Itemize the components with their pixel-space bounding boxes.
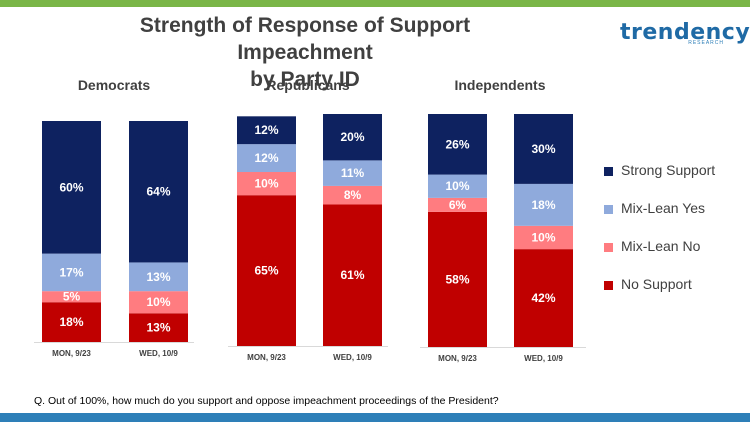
- survey-question-footnote: Q. Out of 100%, how much do you support …: [34, 395, 499, 407]
- data-label-democrats-1-mix-lean-no: 5%: [63, 290, 81, 304]
- bar-segment-democrats-1-no-support: [42, 302, 101, 342]
- data-label-independents-2-strong-support: 30%: [531, 142, 555, 156]
- data-label-independents-2-mix-lean-yes: 18%: [531, 198, 555, 212]
- data-label-independents-2-mix-lean-no: 10%: [531, 230, 555, 244]
- data-label-republicans-2-mix-lean-no: 8%: [344, 188, 362, 202]
- legend-swatch-strong-support: [604, 167, 613, 176]
- bar-segment-republicans-1-strong-support: [237, 116, 296, 145]
- data-label-republicans-1-mix-lean-yes: 12%: [254, 151, 278, 165]
- data-label-republicans-1-strong-support: 12%: [254, 123, 278, 137]
- bar-segment-republicans-1-mix-lean-yes: [237, 144, 296, 172]
- data-label-independents-1-mix-lean-no: 6%: [449, 198, 467, 212]
- group-title-democrats: Democrats: [77, 77, 151, 93]
- data-label-democrats-2-mix-lean-yes: 13%: [146, 270, 170, 284]
- bar-segment-democrats-1-strong-support: [42, 121, 101, 254]
- data-label-democrats-2-strong-support: 64%: [146, 185, 170, 199]
- data-label-republicans-1-no-support: 65%: [254, 264, 278, 278]
- data-label-republicans-2-mix-lean-yes: 11%: [341, 166, 365, 180]
- bar-segment-independents-2-mix-lean-yes: [514, 183, 573, 226]
- bar-segment-republicans-1-no-support: [237, 195, 296, 346]
- bar-segment-republicans-2-mix-lean-no: [323, 185, 382, 205]
- x-tick-label-republicans-2: WED, 10/9: [333, 353, 372, 362]
- data-label-democrats-1-strong-support: 60%: [59, 180, 83, 194]
- data-label-democrats-2-no-support: 13%: [146, 321, 170, 335]
- bar-segment-independents-2-mix-lean-no: [514, 225, 573, 250]
- legend-label-mix-lean-no: Mix-Lean No: [621, 238, 701, 254]
- group-title-independents: Independents: [454, 77, 546, 93]
- data-label-republicans-1-mix-lean-no: 10%: [254, 177, 278, 191]
- logo-subtext: RESEARCH: [688, 40, 724, 46]
- bar-segment-democrats-2-mix-lean-yes: [129, 262, 188, 292]
- x-tick-label-democrats-2: WED, 10/9: [139, 349, 178, 358]
- bar-segment-independents-1-strong-support: [428, 114, 487, 175]
- trendency-logo: trendency RESEARCH: [620, 20, 750, 50]
- data-label-independents-1-no-support: 58%: [445, 272, 469, 286]
- bar-segment-independents-1-no-support: [428, 211, 487, 347]
- legend-swatch-no-support: [604, 281, 613, 290]
- data-label-republicans-2-strong-support: 20%: [340, 130, 364, 144]
- bar-segment-independents-2-strong-support: [514, 114, 573, 184]
- bar-segment-democrats-1-mix-lean-yes: [42, 253, 101, 292]
- data-label-republicans-2-no-support: 61%: [340, 268, 364, 282]
- data-label-independents-1-mix-lean-yes: 10%: [445, 179, 469, 193]
- group-title-republicans: Republicans: [266, 77, 350, 93]
- bar-segment-democrats-2-no-support: [129, 313, 188, 342]
- x-tick-label-republicans-1: MON, 9/23: [247, 353, 286, 362]
- bar-segment-republicans-2-mix-lean-yes: [323, 160, 382, 186]
- top-accent-bar: [0, 0, 750, 7]
- bar-segment-democrats-2-mix-lean-no: [129, 291, 188, 314]
- data-label-democrats-1-no-support: 18%: [59, 315, 83, 329]
- chart-title-line-2: by Party ID: [250, 68, 360, 91]
- data-label-independents-1-strong-support: 26%: [445, 137, 469, 151]
- data-label-democrats-1-mix-lean-yes: 17%: [59, 265, 83, 279]
- legend-label-strong-support: Strong Support: [621, 162, 716, 178]
- logo-wordmark: trendency: [620, 20, 750, 45]
- data-label-democrats-2-mix-lean-no: 10%: [146, 295, 170, 309]
- bar-segment-republicans-1-mix-lean-no: [237, 172, 296, 196]
- chart-title-line-1: Strength of Response of Support Impeachm…: [139, 14, 471, 64]
- bar-segment-republicans-2-strong-support: [323, 114, 382, 161]
- bar-segment-democrats-1-mix-lean-no: [42, 291, 101, 303]
- legend-swatch-mix-lean-no: [604, 243, 613, 252]
- x-tick-label-independents-2: WED, 10/9: [524, 354, 563, 363]
- bar-segment-independents-2-no-support: [514, 249, 573, 347]
- legend-label-mix-lean-yes: Mix-Lean Yes: [621, 200, 706, 216]
- chart-title: Strength of Response of Support Impeachm…: [95, 12, 515, 93]
- legend-swatch-mix-lean-yes: [604, 205, 613, 214]
- legend-label-no-support: No Support: [621, 276, 692, 292]
- bar-segment-republicans-2-no-support: [323, 204, 382, 346]
- bar-segment-independents-1-mix-lean-no: [428, 197, 487, 212]
- bar-segment-democrats-2-strong-support: [129, 121, 188, 263]
- bottom-accent-bar: [0, 413, 750, 422]
- bar-segment-independents-1-mix-lean-yes: [428, 174, 487, 198]
- data-label-independents-2-no-support: 42%: [531, 291, 555, 305]
- x-tick-label-independents-1: MON, 9/23: [438, 354, 477, 363]
- x-tick-label-democrats-1: MON, 9/23: [52, 349, 91, 358]
